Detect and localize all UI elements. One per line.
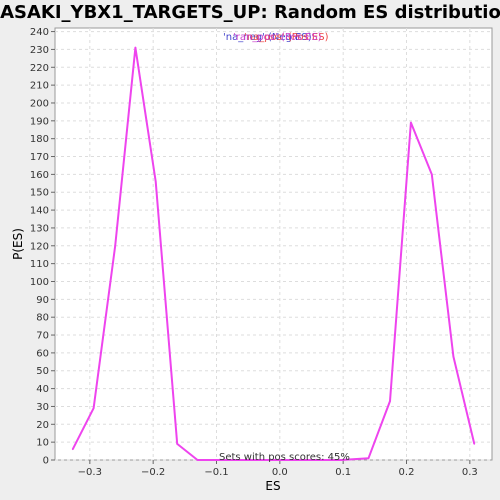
y-tick-label: 70 xyxy=(36,331,49,342)
data-point xyxy=(340,459,343,461)
data-point xyxy=(431,173,433,176)
y-tick-label: 220 xyxy=(30,63,49,74)
x-tick-label: −0.3 xyxy=(78,467,102,478)
data-point xyxy=(237,459,240,461)
y-tick-label: 190 xyxy=(30,116,49,127)
y-tick-label: 120 xyxy=(30,241,49,252)
legend-entry-na-pos: 'na_pos' (Pos ES) xyxy=(244,32,329,43)
y-tick-label: 80 xyxy=(36,313,49,324)
x-axis-label: ES xyxy=(265,479,280,493)
data-point xyxy=(92,407,95,410)
y-tick-label: 240 xyxy=(30,27,49,38)
y-tick-label: 40 xyxy=(36,384,49,395)
data-point xyxy=(114,244,116,247)
y-tick-label: 100 xyxy=(30,277,49,288)
y-tick-label: 210 xyxy=(30,81,49,92)
data-point xyxy=(176,443,179,445)
x-tick-label: 0.0 xyxy=(272,467,288,478)
y-tick-label: 30 xyxy=(36,402,49,413)
data-point xyxy=(71,448,74,451)
y-tick-label: 200 xyxy=(30,98,49,109)
y-axis: 0 10 20 30 40 50 60 70 80 90 100 110 120 130 140 150 160… xyxy=(30,27,55,467)
x-tick-label: 0.1 xyxy=(335,467,351,478)
y-tick-label: 160 xyxy=(30,170,49,181)
pos-scores-annotation: Sets with pos scores: 45% xyxy=(219,452,350,463)
x-tick-label: −0.1 xyxy=(204,467,228,478)
legend: 'na_neg' (Neg ES) 'na_pos' (Pos ES) 'ran… xyxy=(223,32,329,43)
data-point xyxy=(279,459,281,461)
y-tick-label: 130 xyxy=(30,223,49,234)
y-tick-label: 10 xyxy=(36,438,49,449)
legend-entry-na-neg: 'na_neg' (Neg ES) xyxy=(223,32,312,43)
data-point xyxy=(410,121,412,124)
grid-lines xyxy=(55,28,492,461)
legend-entry-ran-pos: 'ran_pos' (Pos ES) xyxy=(233,32,322,43)
y-tick-label: 20 xyxy=(36,420,49,431)
data-point xyxy=(134,46,137,49)
y-tick-label: 230 xyxy=(30,45,49,56)
x-tick-label: 0.3 xyxy=(462,467,478,478)
x-tick-label: 0.2 xyxy=(399,467,415,478)
data-point xyxy=(196,459,199,461)
data-point xyxy=(452,355,455,358)
data-point xyxy=(320,459,322,461)
y-tick-label: 150 xyxy=(30,188,49,199)
y-tick-label: 60 xyxy=(36,348,49,359)
y-tick-label: 140 xyxy=(30,206,49,217)
series-line xyxy=(71,46,476,461)
x-axis: −0.3 −0.2 −0.1 0.0 0.1 0.2 0.3 xyxy=(78,460,478,478)
chart-title: BASAKI_YBX1_TARGETS_UP: Random ES distri… xyxy=(0,2,500,23)
x-tick-label: −0.2 xyxy=(141,467,165,478)
data-point xyxy=(258,459,261,461)
y-tick-label: 170 xyxy=(30,152,49,163)
y-tick-label: 50 xyxy=(36,366,49,377)
data-point xyxy=(389,400,391,402)
y-tick-label: 180 xyxy=(30,134,49,145)
data-point xyxy=(367,457,370,460)
data-point xyxy=(154,180,157,183)
y-tick-label: 0 xyxy=(43,456,49,467)
y-axis-label: P(ES) xyxy=(11,228,25,260)
plot-area xyxy=(54,27,493,461)
data-point xyxy=(299,459,301,461)
data-point xyxy=(473,443,476,445)
series-layer xyxy=(71,46,476,461)
data-point xyxy=(217,459,220,461)
y-tick-label: 110 xyxy=(30,259,49,270)
y-tick-label: 90 xyxy=(36,295,49,306)
